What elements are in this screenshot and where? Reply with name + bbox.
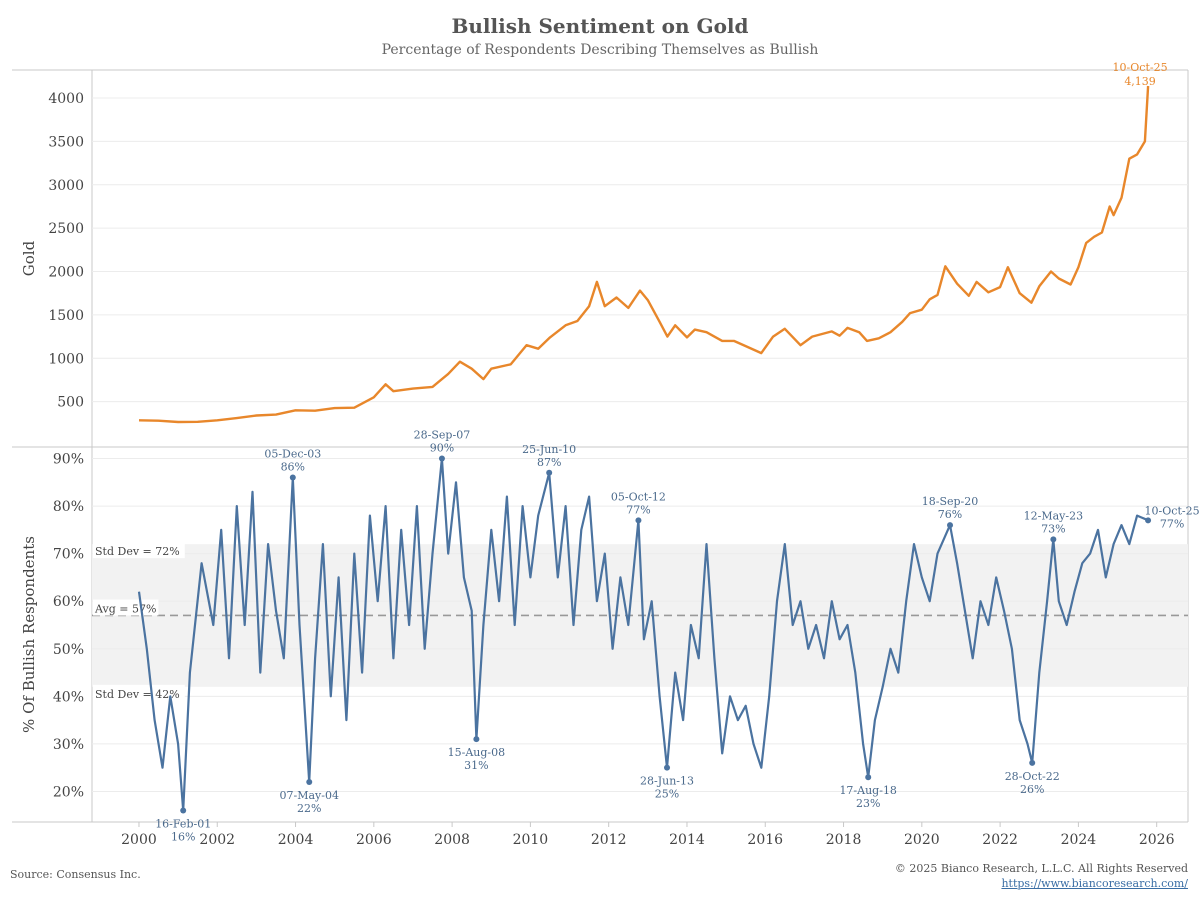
sentiment-annotation-value: 87% bbox=[537, 456, 561, 469]
source-note: Source: Consensus Inc. bbox=[10, 868, 141, 881]
std-dev-upper-label-bg bbox=[93, 542, 185, 559]
x-tick-label: 2008 bbox=[434, 832, 470, 848]
gold-tick-label: 2000 bbox=[48, 265, 84, 281]
sentiment-tick-label: 70% bbox=[53, 547, 84, 563]
copyright-note: © 2025 Bianco Research, L.L.C. All Right… bbox=[894, 862, 1188, 875]
x-tick-label: 2010 bbox=[513, 832, 549, 848]
sentiment-annotation-value: 86% bbox=[281, 461, 305, 474]
sentiment-axis-label: % Of Bullish Respondents bbox=[20, 536, 38, 733]
sentiment-annotation-point bbox=[1145, 517, 1152, 524]
sentiment-tick-label: 50% bbox=[53, 642, 84, 658]
sentiment-tick-label: 80% bbox=[53, 499, 84, 515]
x-tick-label: 2024 bbox=[1061, 832, 1097, 848]
sentiment-annotation-date: 28-Jun-13 bbox=[640, 775, 694, 788]
gold-tick-label: 1500 bbox=[48, 308, 84, 324]
sentiment-annotation-point bbox=[1029, 759, 1036, 766]
gold-axis-label: Gold bbox=[20, 240, 38, 276]
sentiment-annotation-date: 17-Aug-18 bbox=[839, 784, 897, 797]
sentiment-annotation-value: 26% bbox=[1020, 783, 1044, 796]
sentiment-annotation-value: 73% bbox=[1041, 522, 1065, 535]
sentiment-tick-label: 90% bbox=[53, 452, 84, 468]
sentiment-annotation-point bbox=[865, 774, 872, 781]
sentiment-annotation-date: 12-May-23 bbox=[1024, 509, 1083, 522]
sentiment-annotation-value: 77% bbox=[626, 503, 650, 516]
x-tick-label: 2006 bbox=[356, 832, 392, 848]
sentiment-annotation-value: 16% bbox=[171, 830, 195, 843]
gold-tick-label: 4000 bbox=[48, 91, 84, 107]
sentiment-annotation-date: 18-Sep-20 bbox=[922, 495, 979, 508]
gold-tick-label: 1000 bbox=[48, 351, 84, 367]
sentiment-annotation-date: 28-Sep-07 bbox=[414, 429, 471, 442]
sentiment-annotation-point bbox=[1050, 536, 1057, 543]
sentiment-tick-label: 40% bbox=[53, 689, 84, 705]
gold-annotation-value: 4,139 bbox=[1124, 75, 1156, 88]
x-tick-label: 2002 bbox=[199, 832, 235, 848]
sentiment-tick-label: 20% bbox=[53, 784, 84, 800]
sentiment-annotation-value: 31% bbox=[464, 759, 488, 772]
website-link[interactable]: https://www.biancoresearch.com/ bbox=[1001, 877, 1188, 890]
sentiment-annotation-date: 05-Dec-03 bbox=[264, 448, 321, 461]
x-tick-label: 2012 bbox=[591, 832, 627, 848]
sentiment-annotation-date: 07-May-04 bbox=[280, 789, 339, 802]
gold-tick-label: 2500 bbox=[48, 221, 84, 237]
gold-tick-label: 3500 bbox=[48, 134, 84, 150]
sentiment-annotation-point bbox=[180, 807, 187, 814]
sentiment-tick-label: 30% bbox=[53, 737, 84, 753]
sentiment-annotation-point bbox=[546, 469, 553, 476]
sentiment-annotation-point bbox=[289, 474, 296, 481]
sentiment-annotation-date: 28-Oct-22 bbox=[1005, 770, 1060, 783]
x-tick-label: 2020 bbox=[904, 832, 940, 848]
sentiment-annotation-value: 77% bbox=[1160, 517, 1184, 530]
gold-tick-label: 500 bbox=[57, 395, 84, 411]
chart-title: Bullish Sentiment on Gold bbox=[451, 14, 749, 38]
sentiment-annotation-point bbox=[473, 736, 480, 743]
sentiment-line bbox=[137, 457, 1149, 812]
sentiment-annotation-value: 22% bbox=[297, 802, 321, 815]
x-tick-label: 2000 bbox=[121, 832, 157, 848]
x-tick-label: 2016 bbox=[747, 832, 783, 848]
sentiment-annotation-value: 90% bbox=[430, 442, 454, 455]
sentiment-annotation-value: 76% bbox=[938, 508, 962, 521]
sentiment-annotation-date: 16-Feb-01 bbox=[155, 817, 211, 830]
std-dev-upper-label: Std Dev = 72% bbox=[95, 545, 180, 558]
x-tick-label: 2022 bbox=[982, 832, 1018, 848]
x-tick-label: 2018 bbox=[826, 832, 862, 848]
gold-price-line bbox=[138, 85, 1150, 424]
gold-annotation-date: 10-Oct-25 bbox=[1113, 61, 1168, 74]
sentiment-annotation-date: 05-Oct-12 bbox=[611, 490, 666, 503]
sentiment-tick-label: 60% bbox=[53, 594, 84, 610]
sentiment-annotation-date: 25-Jun-10 bbox=[522, 443, 576, 456]
average-label: Avg = 57% bbox=[94, 602, 156, 615]
std-dev-lower-label-bg bbox=[93, 684, 185, 701]
sentiment-annotation-point bbox=[664, 764, 671, 771]
sentiment-annotation-date: 10-Oct-25 bbox=[1145, 504, 1200, 517]
sentiment-annotation-value: 23% bbox=[856, 797, 880, 810]
chart-subtitle: Percentage of Respondents Describing The… bbox=[381, 42, 819, 58]
sentiment-annotation-point bbox=[306, 778, 313, 785]
sentiment-annotation-point bbox=[635, 517, 642, 524]
x-tick-label: 2026 bbox=[1139, 832, 1175, 848]
sentiment-annotation-value: 25% bbox=[655, 788, 679, 801]
sentiment-annotation-point bbox=[947, 522, 954, 529]
x-tick-label: 2004 bbox=[278, 832, 314, 848]
x-tick-label: 2014 bbox=[669, 832, 705, 848]
sentiment-annotation-date: 15-Aug-08 bbox=[448, 746, 506, 759]
std-dev-lower-label: Std Dev = 42% bbox=[95, 688, 180, 701]
sentiment-annotation-point bbox=[438, 455, 445, 462]
gold-tick-label: 3000 bbox=[48, 178, 84, 194]
